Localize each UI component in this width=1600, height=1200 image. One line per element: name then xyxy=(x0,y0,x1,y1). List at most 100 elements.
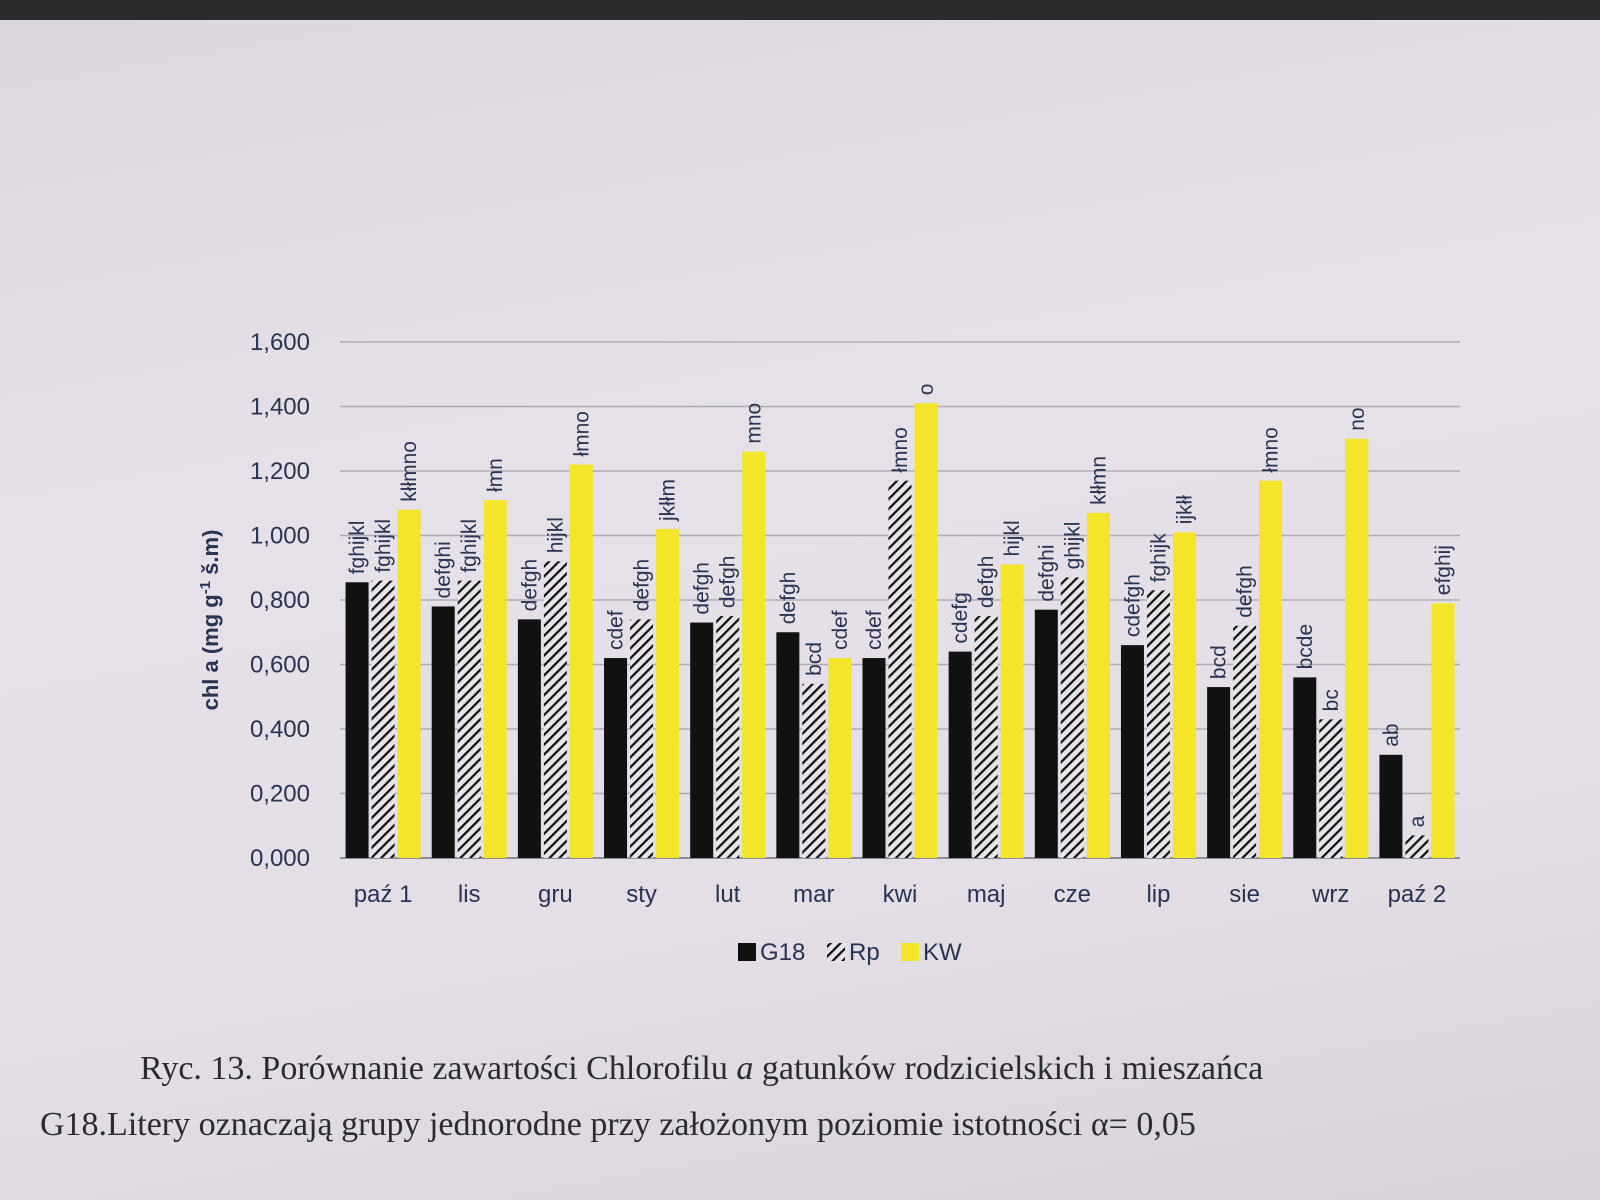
group-letter-label: hijkl xyxy=(544,517,567,553)
caption-text: Ryc. 13. Porównanie zawartości Chlorofil… xyxy=(140,1050,737,1087)
x-tick-label: mar xyxy=(793,881,834,908)
group-letter-label: fghijkl xyxy=(346,521,369,575)
group-letter-label: defgh xyxy=(631,559,654,612)
bar-rp xyxy=(716,616,740,858)
group-letter-label: fghijk xyxy=(1147,533,1170,583)
group-letter-label: no xyxy=(1346,407,1369,430)
bar-kw xyxy=(656,529,680,858)
bar-g18 xyxy=(1034,609,1058,858)
bar-g18 xyxy=(431,606,455,858)
group-letter-label: o xyxy=(915,384,938,396)
x-tick-label: wrz xyxy=(1311,881,1349,908)
group-letter-label: cdefgh xyxy=(1121,574,1144,637)
bar-rp xyxy=(974,616,998,858)
group-letter-label: kłłmn xyxy=(1087,456,1110,505)
x-tick-label: gru xyxy=(538,881,573,908)
bar-kw xyxy=(483,500,507,858)
bar-g18 xyxy=(1379,754,1403,858)
group-letter-label: łmn xyxy=(484,458,507,492)
group-letter-label: defgh xyxy=(717,556,740,609)
bar-g18 xyxy=(690,622,714,858)
figure-caption: Ryc. 13. Porównanie zawartości Chlorofil… xyxy=(40,1050,1540,1144)
bar-g18 xyxy=(1293,677,1317,858)
bar-kw xyxy=(742,451,766,858)
group-letter-label: cdef xyxy=(605,610,628,650)
group-letter-label: ghijkl xyxy=(1061,522,1084,570)
x-tick-label: lip xyxy=(1146,881,1170,908)
y-axis-ticks: 0,000 0,200 0,400 0,600 0,800 1,000 1,200 1,400… xyxy=(250,329,310,872)
y-tick-label: 1,400 xyxy=(250,394,310,421)
bar-kw xyxy=(1259,480,1283,858)
bar-rp xyxy=(1060,577,1084,858)
y-tick-label: 1,200 xyxy=(250,458,310,485)
x-tick-label: lut xyxy=(715,881,741,908)
caption-line-1: Ryc. 13. Porównanie zawartości Chlorofil… xyxy=(40,1050,1540,1088)
caption-text-end: gatunków rodzicielskich i mieszańca xyxy=(753,1050,1264,1087)
group-letter-label: kłłmno xyxy=(398,441,421,502)
bar-g18 xyxy=(345,582,369,858)
bar-kw xyxy=(397,509,421,858)
bar-rp xyxy=(457,580,481,858)
y-tick-label: 0,400 xyxy=(250,716,310,743)
bar-g18 xyxy=(862,658,886,858)
y-axis-label: chl a (mg g-1 š.m) xyxy=(197,530,223,711)
group-letter-label: ijkłł xyxy=(1173,495,1196,524)
bars xyxy=(345,403,1455,858)
group-letter-label: defghi xyxy=(1035,544,1058,601)
x-axis-categories: paź 1 lis gru sty lut mar kwi maj cze lip sie wrz pa… xyxy=(354,881,1447,908)
group-letter-label: cdef xyxy=(863,610,886,650)
legend-swatch xyxy=(738,943,756,961)
y-tick-label: 0,000 xyxy=(250,845,310,872)
group-letter-label: mno xyxy=(743,403,766,444)
bar-rp xyxy=(543,561,567,858)
group-letter-label: fghijkl xyxy=(372,519,395,573)
x-tick-label: maj xyxy=(967,881,1006,908)
bar-kw xyxy=(1000,564,1024,858)
x-tick-label: lis xyxy=(458,881,481,908)
legend-label: Rp xyxy=(849,939,880,966)
group-letter-label: defghi xyxy=(432,541,455,598)
bar-kw xyxy=(1172,532,1196,858)
group-letter-label: łmno xyxy=(1260,427,1283,473)
bar-rp xyxy=(371,580,395,858)
bar-g18 xyxy=(604,658,628,858)
legend-label: KW xyxy=(923,939,962,966)
bar-rp xyxy=(1319,719,1343,858)
group-letter-label: jkłłm xyxy=(657,479,680,522)
group-letter-label: defgh xyxy=(518,559,541,612)
bar-g18 xyxy=(1207,687,1231,858)
group-letter-label: defgh xyxy=(1234,565,1257,618)
y-tick-label: 0,600 xyxy=(250,652,310,679)
group-letter-label: hijkl xyxy=(1001,520,1024,556)
group-letter-label: ab xyxy=(1380,723,1403,746)
group-letter-label: łmno xyxy=(889,427,912,473)
bar-g18 xyxy=(517,619,541,858)
y-tick-label: 1,000 xyxy=(250,523,310,550)
bar-kw xyxy=(1345,438,1369,858)
group-letter-label: bcd xyxy=(803,642,826,676)
group-letter-label: bc xyxy=(1320,689,1343,711)
bar-kw xyxy=(569,464,593,858)
document-page: fghijkl fghijkl kłłmno defghi fghijkl łmn defg… xyxy=(0,20,1600,1200)
group-letter-label: bcd xyxy=(1208,645,1231,679)
bar-rp xyxy=(1233,625,1257,858)
bar-rp xyxy=(1146,590,1170,858)
x-tick-label: cze xyxy=(1054,881,1091,908)
group-letter-label: defgh xyxy=(777,572,800,625)
x-tick-label: kwi xyxy=(883,881,918,908)
bar-rp xyxy=(630,619,654,858)
group-letter-label: efghij xyxy=(1432,545,1455,595)
group-letter-label: bcde xyxy=(1294,624,1317,670)
group-letter-label: cdefg xyxy=(949,592,972,643)
bar-g18 xyxy=(1120,645,1144,858)
x-tick-label: sty xyxy=(626,881,657,908)
legend-swatch xyxy=(901,943,919,961)
legend: G18 Rp KW xyxy=(738,939,962,966)
bar-kw xyxy=(1431,603,1455,858)
x-tick-label: sie xyxy=(1229,881,1260,908)
group-letter-label: defgh xyxy=(691,562,714,615)
y-tick-label: 0,800 xyxy=(250,587,310,614)
bar-g18 xyxy=(776,632,800,858)
group-letter-label: fghijkl xyxy=(458,519,481,573)
